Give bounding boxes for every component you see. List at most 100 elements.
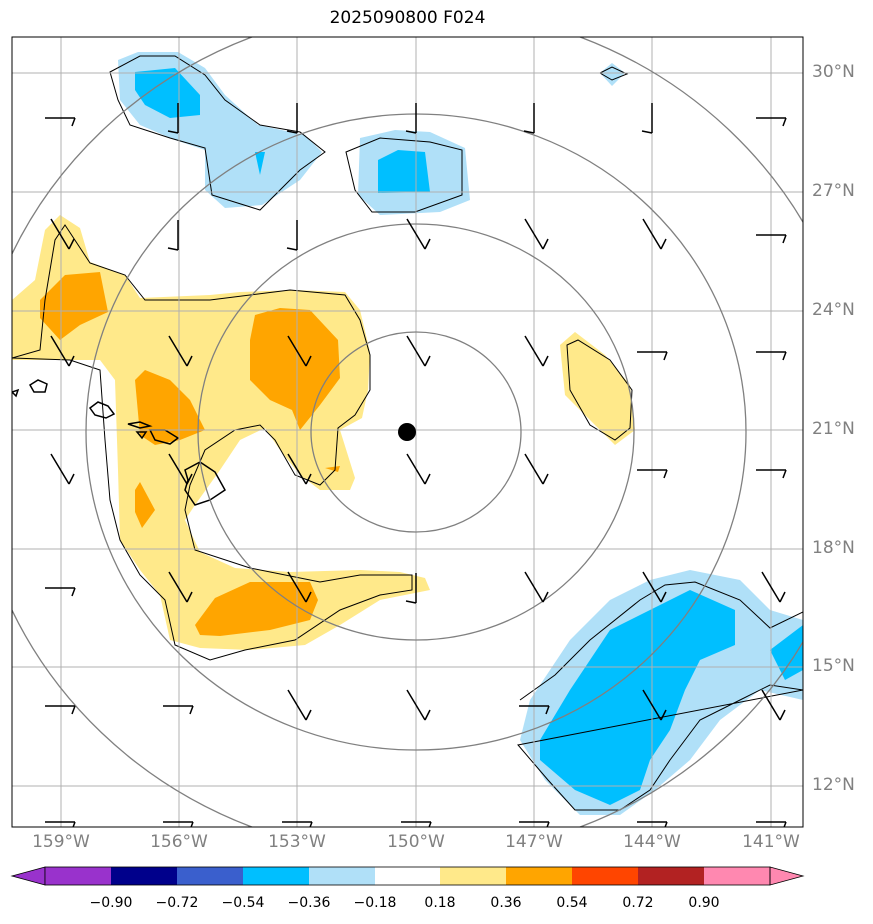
colorbar-segment [704,867,770,885]
colorbar [10,866,805,886]
lat-label-15n: 15°N [812,656,855,676]
wind-barb [642,571,667,603]
wind-barb [756,117,787,127]
wind-barb [637,821,668,827]
wind-barb [287,571,312,603]
colorbar-tick: 0.36 [490,895,522,911]
lat-label-30n: 30°N [812,62,855,82]
colorbar-segment [638,867,704,885]
wind-barb [641,103,653,134]
lon-label-159w: 159°W [32,832,90,852]
wind-barb [45,117,76,127]
wind-barb [287,335,312,367]
graticule [12,37,803,827]
wind-barb [406,453,431,485]
wind-barb [286,103,298,134]
wind-barb [282,821,313,827]
wind-barb [401,821,432,827]
contour-lines [12,55,803,811]
wind-barb [523,103,535,134]
lon-label-150w: 150°W [387,832,445,852]
wind-barb [405,573,417,604]
center-marker [398,423,416,441]
lat-label-24n: 24°N [812,300,855,320]
wind-barb [524,218,549,250]
positive-anomaly-orange [40,272,340,636]
wind-barb [756,351,787,361]
colorbar-segment [375,867,440,885]
colorbar-tick: 0.54 [556,895,588,911]
wind-barb [524,571,549,603]
colorbar-segment [572,867,638,885]
wind-barb [519,821,550,827]
wind-barb [637,469,668,479]
wind-barb [45,821,76,827]
colorbar-segment [309,867,375,885]
wind-barb [50,453,75,485]
wind-barb [286,220,298,251]
colorbar-extend-high [769,866,805,886]
wind-barb [406,335,431,367]
wind-barb [756,469,787,479]
wind-barb [168,453,193,485]
lon-label-147w: 147°W [505,832,563,852]
wind-barb [287,689,312,721]
wind-barb [642,689,667,721]
wind-barb [524,453,549,485]
wind-barb [519,705,550,715]
wind-barb [761,571,786,603]
lon-label-141w: 141°W [742,832,800,852]
wind-barb [756,821,787,827]
wind-barb [168,571,193,603]
wind-barb [167,220,179,251]
colorbar-extend-low [10,866,46,886]
wind-barb [524,335,549,367]
positive-anomaly-light [12,215,635,650]
wind-barb [287,453,312,485]
colorbar-segment [177,867,243,885]
colorbar-frame [44,866,771,886]
wind-barb [163,705,194,715]
wind-barb [406,218,431,250]
wind-barb [642,218,667,250]
wind-barb [405,103,417,134]
lon-label-144w: 144°W [623,832,681,852]
colorbar-segment [45,867,111,885]
colorbar-tick: −0.36 [287,895,331,911]
lat-label-12n: 12°N [812,775,855,795]
colorbar-tick: 0.72 [622,895,654,911]
wind-barb [45,705,76,715]
lat-label-27n: 27°N [812,181,855,201]
wind-barb [50,218,75,250]
wind-barbs [45,103,787,827]
colorbar-tick: 0.18 [424,895,456,911]
colorbar-tick: −0.54 [221,895,265,911]
map-plot-area [12,37,803,827]
colorbar-segment [111,867,177,885]
wind-barb [637,351,668,361]
colorbar-tick: −0.90 [89,895,133,911]
map-frame [11,36,804,828]
lon-label-153w: 153°W [268,832,326,852]
colorbar-tick: −0.18 [353,895,397,911]
negative-anomaly-deep [135,68,803,805]
wind-barb [756,234,787,244]
colorbar-segment [243,867,309,885]
wind-barb [45,587,76,597]
colorbar-boxes [45,867,770,885]
colorbar-tick: 0.90 [688,895,720,911]
lat-label-18n: 18°N [812,538,855,558]
colorbar-segment [506,867,572,885]
lat-label-21n: 21°N [812,419,855,439]
wind-barb [406,689,431,721]
wind-barb [163,821,194,827]
wind-barb [167,103,179,134]
wind-barb [168,335,193,367]
colorbar-segment [440,867,506,885]
wind-barb [50,335,75,367]
lon-label-156w: 156°W [150,832,208,852]
wind-barb [761,689,786,721]
colorbar-tick: −0.72 [155,895,199,911]
map-title: 2025090800 F024 [329,8,486,28]
